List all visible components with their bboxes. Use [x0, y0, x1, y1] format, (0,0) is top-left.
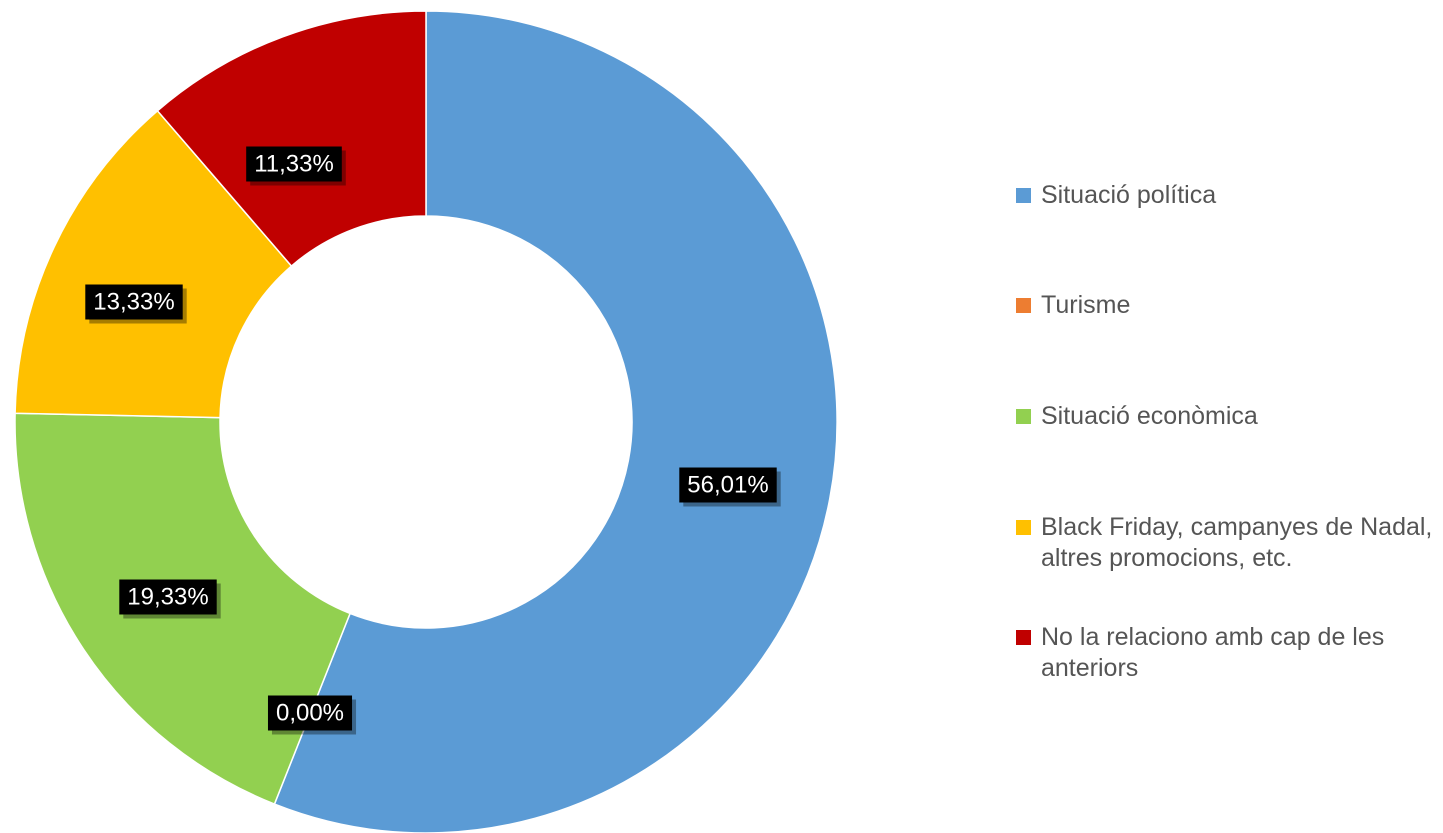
legend-label: Situació política [1041, 181, 1217, 209]
legend-swatch [1016, 298, 1031, 313]
data-label-text: 56,01% [687, 472, 768, 499]
legend-item-situacio-politica: Situació política [1016, 180, 1441, 211]
legend-item-situacio-economica: Situació econòmica [1016, 401, 1441, 432]
legend-label: Black Friday, campanyes de Nadal, altres… [1041, 513, 1433, 572]
data-label-situaci-econ-mica: 19,33% [119, 579, 221, 619]
legend-swatch [1016, 520, 1031, 535]
data-label-text: 13,33% [93, 289, 174, 316]
data-label-text: 11,33% [254, 151, 334, 178]
data-label-box [267, 695, 353, 731]
slice-no-la-relaciono-amb-cap-de-les-anteriors [156, 10, 427, 268]
legend-item-turisme: Turisme [1016, 290, 1441, 321]
data-label-box [679, 467, 777, 503]
slice-situaci-pol-tica [273, 10, 838, 833]
data-label-box [246, 146, 342, 182]
legend-item-black-friday: Black Friday, campanyes de Nadal, altres… [1016, 512, 1441, 574]
donut-chart-plot: 56,01% 0,00% 19,33% 13,33% 11,33% [14, 10, 838, 833]
legend-label: No la relaciono amb cap de les anteriors [1041, 623, 1385, 682]
data-label-no-la-relaciono-amb-cap-de-les-anteriors: 11,33% [246, 146, 346, 186]
data-label-text: 0,00% [276, 700, 344, 727]
data-label-box [119, 579, 217, 615]
data-label-turisme: 0,00% [267, 695, 357, 735]
legend-swatch [1016, 630, 1031, 645]
legend-label: Situació econòmica [1041, 402, 1258, 430]
legend-item-no-relaciono: No la relaciono amb cap de les anteriors [1016, 622, 1441, 684]
legend-swatch [1016, 188, 1031, 203]
slice-black-friday-campanyes-de-nadal-altres-promocions-etc [14, 109, 293, 419]
data-labels: 56,01% 0,00% 19,33% 13,33% 11,33% [85, 146, 781, 735]
legend-swatch [1016, 409, 1031, 424]
data-label-black-friday-campanyes-de-nadal-altres-promocions-etc: 13,33% [85, 284, 187, 324]
donut-slices [14, 10, 838, 833]
data-label-text: 19,33% [127, 584, 208, 611]
data-label-box [85, 284, 183, 320]
data-label-situaci-pol-tica: 56,01% [679, 467, 781, 507]
legend-label: Turisme [1041, 291, 1131, 319]
